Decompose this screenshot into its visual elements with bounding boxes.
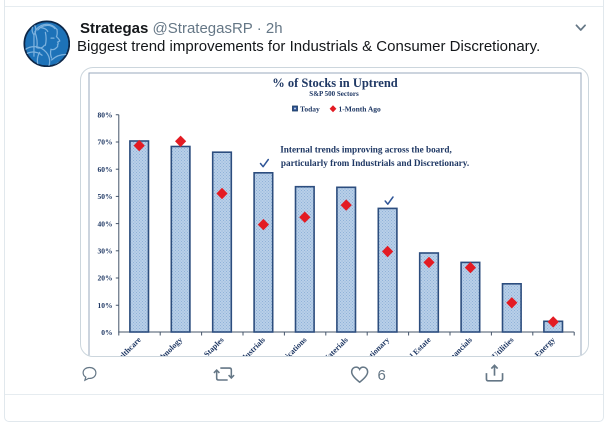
svg-text:Internal trends improving acro: Internal trends improving across the boa… [280,144,452,154]
svg-text:30%: 30% [98,247,113,256]
svg-text:Today: Today [300,105,320,114]
svg-text:S&P 500 Sectors: S&P 500 Sectors [309,90,359,98]
svg-text:20%: 20% [98,274,113,283]
svg-text:70%: 70% [98,138,113,147]
svg-text:60%: 60% [98,165,113,174]
svg-text:1-Month Ago: 1-Month Ago [339,105,382,114]
svg-text:0%: 0% [101,328,112,337]
svg-text:40%: 40% [98,219,113,228]
svg-text:particularly from Industrials: particularly from Industrials and Discre… [281,158,469,168]
svg-text:% of Stocks in Uptrend: % of Stocks in Uptrend [272,76,398,90]
svg-text:50%: 50% [98,192,113,201]
svg-text:80%: 80% [98,111,113,120]
svg-text:10%: 10% [98,301,113,310]
